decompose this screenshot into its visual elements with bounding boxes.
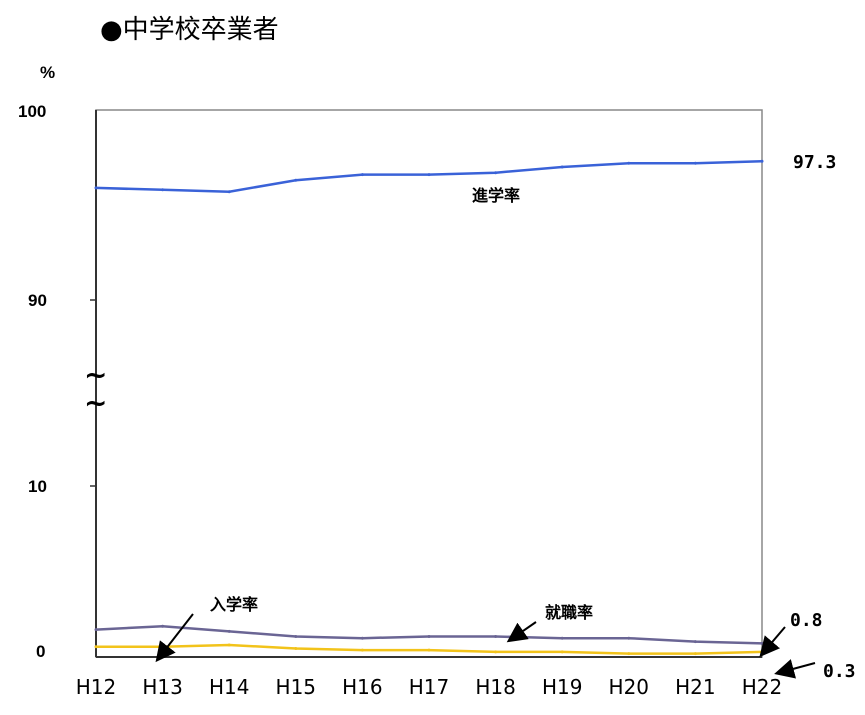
data-point	[693, 161, 697, 165]
data-point	[627, 161, 631, 165]
data-point	[94, 628, 98, 632]
annotation-arrow-nyugakuritsu	[155, 613, 194, 663]
unit-label: %	[40, 63, 55, 82]
series-line-shingakuritsu	[95, 160, 763, 193]
data-point	[227, 629, 231, 633]
y-tick-label-100: 100	[18, 102, 46, 121]
data-point	[427, 648, 431, 652]
data-point	[161, 645, 165, 649]
data-point	[560, 650, 564, 654]
annotation-arrow-shushokuritsu	[506, 621, 537, 643]
data-point	[94, 186, 98, 190]
y-tick-label-0: 0	[36, 642, 45, 661]
data-point	[560, 165, 564, 169]
data-point	[94, 645, 98, 649]
data-point	[760, 641, 764, 645]
x-tick-label: H13	[142, 675, 183, 699]
series-label-shushokuritsu: 就職率	[545, 603, 593, 622]
end-value-label-shingakuritsu: 97.3	[793, 152, 836, 173]
end-arrow-shushokuritsu	[759, 626, 786, 658]
x-tick-label: H22	[742, 675, 783, 699]
data-point	[360, 648, 364, 652]
axis-break-lower: ~	[84, 386, 107, 419]
data-point	[427, 173, 431, 177]
x-tick-label: H20	[609, 675, 650, 699]
data-point	[294, 178, 298, 182]
x-tick-label: H19	[542, 675, 583, 699]
plot-frame	[95, 109, 763, 658]
series-line-shushokuritsu	[95, 624, 763, 645]
data-point	[360, 173, 364, 177]
data-point	[760, 159, 764, 163]
data-point	[427, 634, 431, 638]
x-tick-label: H16	[342, 675, 383, 699]
data-point	[693, 652, 697, 656]
x-tick-labels: H12 H13 H14 H15 H16 H17 H18 H19 H20 H21 …	[76, 675, 783, 699]
data-point	[294, 634, 298, 638]
data-points	[94, 159, 764, 656]
data-point	[693, 640, 697, 644]
data-point	[494, 634, 498, 638]
data-point	[294, 646, 298, 650]
data-point	[360, 636, 364, 640]
data-point	[627, 636, 631, 640]
x-tick-label: H18	[475, 675, 516, 699]
data-point	[161, 188, 165, 192]
series-label-nyugakuritsu: 入学率	[210, 595, 258, 614]
y-tick-label-90: 90	[28, 291, 47, 310]
data-point	[227, 190, 231, 194]
x-tick-label: H17	[409, 675, 450, 699]
x-tick-label: H15	[276, 675, 317, 699]
data-point	[494, 650, 498, 654]
end-value-label-shushokuritsu: 0.8	[790, 610, 823, 631]
data-point	[560, 636, 564, 640]
axis-break-upper: ~	[84, 358, 107, 391]
data-point	[627, 652, 631, 656]
series-label-shingakuritsu: 進学率	[472, 186, 520, 205]
chart-title: ●中学校卒業者	[100, 15, 279, 45]
x-tick-label: H21	[675, 675, 716, 699]
data-point	[227, 643, 231, 647]
data-point	[161, 624, 165, 628]
x-tick-label: H14	[209, 675, 250, 699]
end-value-label-nyugakuritsu: 0.3	[823, 661, 856, 682]
end-arrow-nyugakuritsu	[774, 659, 816, 679]
y-tick-label-10: 10	[28, 477, 47, 496]
data-point	[494, 171, 498, 175]
x-tick-label: H12	[76, 675, 117, 699]
